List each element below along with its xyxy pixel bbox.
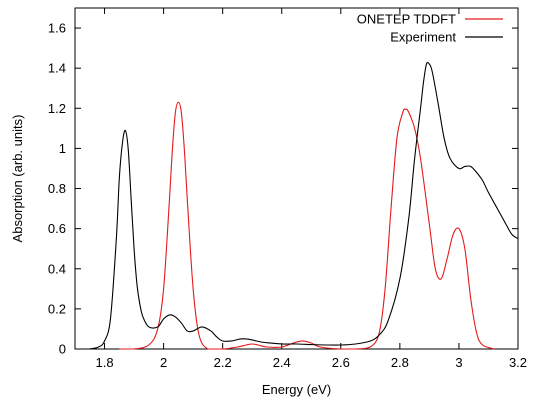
- series-line-experiment: [89, 61, 519, 350]
- x-tick-label: 2.2: [214, 355, 232, 370]
- y-tick-label: 0.8: [48, 181, 66, 196]
- ticks-layer: 1.8 2 2.2 2.4 2.6 2.8 3 3.2 0 0.2 0.4 0.6 0.8 1 1.2 1.4…: [48, 8, 527, 370]
- x-tick-label: 3.2: [509, 355, 527, 370]
- y-tick-label: 0.4: [48, 261, 66, 276]
- x-tick-label: 2.4: [273, 355, 291, 370]
- series-line-onetep-tddft: [119, 101, 495, 350]
- y-axis-label: Absorption (arb. units): [10, 115, 25, 243]
- plot-frame: [74, 7, 519, 350]
- x-tick-label: 2: [160, 355, 167, 370]
- x-axis-label: Energy (eV): [262, 382, 331, 397]
- series-layer: [89, 61, 519, 350]
- x-tick-label: 3: [455, 355, 462, 370]
- y-tick-label: 1.2: [48, 101, 66, 116]
- y-tick-label: 0.6: [48, 221, 66, 236]
- y-tick-label: 0: [59, 342, 66, 357]
- y-tick-label: 1.6: [48, 21, 66, 36]
- legend-label: ONETEP TDDFT: [357, 12, 456, 27]
- legend-label: Experiment: [390, 30, 456, 45]
- y-tick-label: 1: [59, 141, 66, 156]
- plot-frame-layer: [74, 7, 519, 350]
- y-tick-label: 1.4: [48, 61, 66, 76]
- x-tick-label: 1.8: [95, 355, 113, 370]
- x-tick-label: 2.6: [332, 355, 350, 370]
- y-tick-label: 0.2: [48, 301, 66, 316]
- legend: ONETEP TDDFT Experiment: [357, 12, 503, 45]
- x-tick-label: 2.8: [391, 355, 409, 370]
